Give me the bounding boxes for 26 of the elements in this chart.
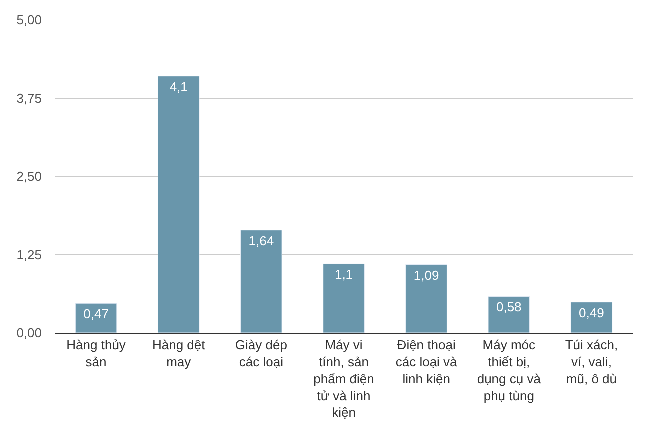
x-tick-label: Túi xách, ví, vali, mũ, ô dù [565,338,618,386]
bar [488,296,530,333]
y-tick-label: 0,00 [16,326,42,341]
data-label: 1,64 [248,233,274,248]
bar [323,264,365,333]
x-tick-label: Hàng thủy sản [66,338,126,370]
bar [75,303,118,333]
data-label: 1,09 [414,268,440,283]
y-tick-label: 2,50 [16,169,42,184]
bar [158,76,200,333]
data-label: 1,1 [334,267,354,282]
y-tick-label: 5,00 [16,12,42,28]
x-tick-label: Điện thoại các loại và linh kiện [396,338,458,386]
x-tick-label: Giày dép các loại [235,338,288,370]
x-tick-label: Máy móc thiết bị, dụng cụ và phụ tùng [477,338,542,404]
data-label: 4,1 [170,79,188,94]
data-label: 0,58 [496,300,522,315]
y-tick-label: 1,25 [16,247,42,262]
data-label: 0,49 [579,305,604,320]
bar [570,302,613,333]
x-tick-label: Máy vi tính, sản phẩm điện tử và linh kiện [314,338,374,420]
y-tick-label: 3,75 [16,90,42,106]
bar [240,230,282,333]
x-tick-label: Hàng dệt may [152,338,206,370]
data-label: 0,47 [84,306,109,322]
bar [406,264,448,333]
